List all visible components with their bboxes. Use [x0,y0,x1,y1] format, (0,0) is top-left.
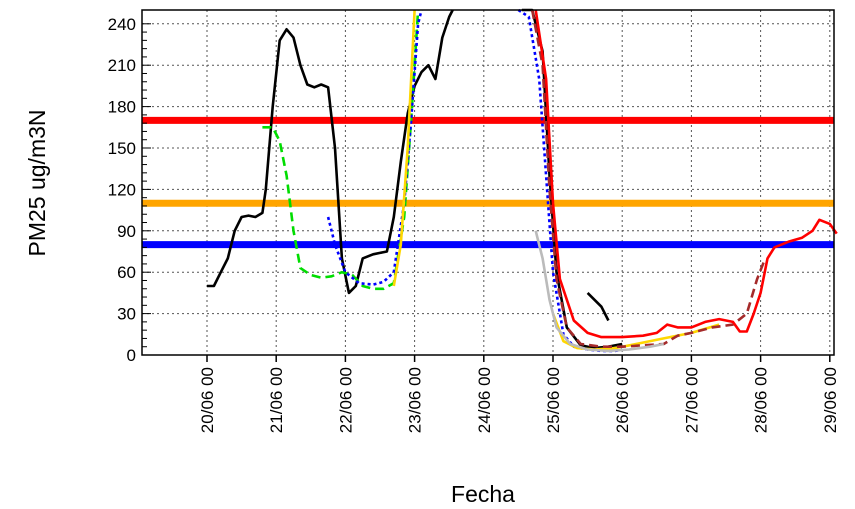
y-tick-label-5: 150 [108,139,136,158]
threshold-lines [142,116,834,249]
series-0-segment-2 [586,291,610,322]
series-3-segment-1 [551,313,720,351]
x-axis-ticks: 20/06 00 21/06 00 22/06 00 23/06 00 24/06 00… [198,355,840,433]
y-tick-label-4: 120 [108,180,136,199]
x-tick-label-7: 27/06 00 [682,367,701,433]
series-2-segment-1 [517,8,623,353]
y-axis-ticks: 0 30 60 90 120 150 180 210 240 [108,15,151,365]
y-tick-label-7: 210 [108,56,136,75]
x-tick-label-1: 21/06 00 [267,367,286,433]
x-axis-label: Fecha [451,481,515,507]
series-0-segment-1 [521,8,623,350]
x-tick-label-3: 23/06 00 [406,367,425,433]
y-tick-label-3: 90 [117,222,136,241]
series-3-segment-0 [392,9,416,287]
series-6-segment-0 [534,9,838,339]
x-tick-label-0: 20/06 00 [198,367,217,433]
y-tick-label-0: 0 [127,346,136,365]
x-tick-label-5: 25/06 00 [544,367,563,433]
series-4-segment-0 [530,9,766,349]
y-axis-label: PM25 ug/m3N [24,109,50,256]
x-tick-label-9: 29/06 00 [821,367,840,433]
grid [142,10,834,356]
y-tick-label-1: 30 [117,305,136,324]
x-tick-label-4: 24/06 00 [475,367,494,433]
y-tick-label-2: 60 [117,263,136,282]
x-tick-label-6: 26/06 00 [613,367,632,433]
series-2-segment-0 [326,9,423,286]
series-5-segment-0 [534,230,664,353]
series-group [207,8,838,353]
x-tick-label-8: 28/06 00 [752,367,771,433]
y-tick-label-8: 240 [108,15,136,34]
y-tick-label-6: 180 [108,98,136,117]
plot-frame [141,9,835,356]
x-tick-label-2: 22/06 00 [336,367,355,433]
